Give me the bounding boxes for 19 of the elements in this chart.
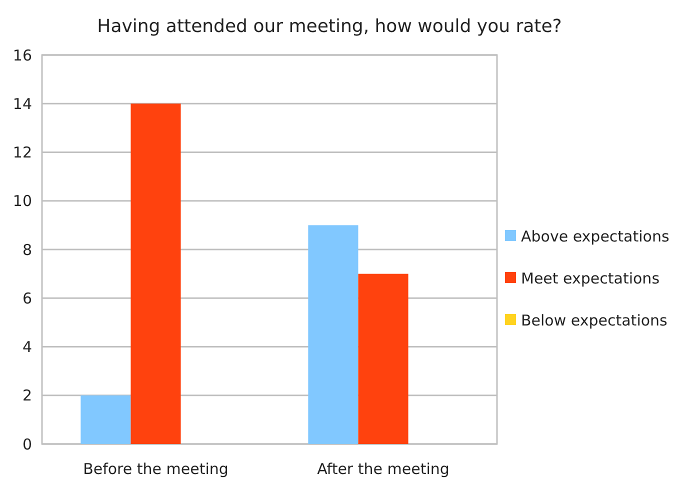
bar	[80, 395, 131, 444]
y-tick-label: 4	[22, 338, 32, 356]
y-tick-label: 14	[12, 94, 32, 113]
y-tick-label: 2	[22, 386, 32, 405]
y-tick-label: 12	[12, 144, 32, 162]
x-tick-label: Before the meeting	[83, 460, 228, 478]
y-tick-label: 8	[22, 240, 32, 259]
legend-label: Below expectations	[521, 311, 668, 330]
chart-title: Having attended our meeting, how would you rate?	[97, 16, 562, 37]
legend-label: Meet expectations	[521, 269, 660, 288]
y-tick-label: 16	[12, 46, 32, 64]
y-tick-label: 10	[12, 192, 32, 210]
y-tick-label: 6	[22, 289, 32, 308]
bar	[130, 104, 181, 444]
legend-label: Above expectations	[521, 227, 670, 246]
bar	[358, 274, 408, 444]
x-tick-label: After the meeting	[317, 460, 450, 478]
bar	[308, 225, 358, 444]
y-tick-label: 0	[22, 435, 32, 454]
